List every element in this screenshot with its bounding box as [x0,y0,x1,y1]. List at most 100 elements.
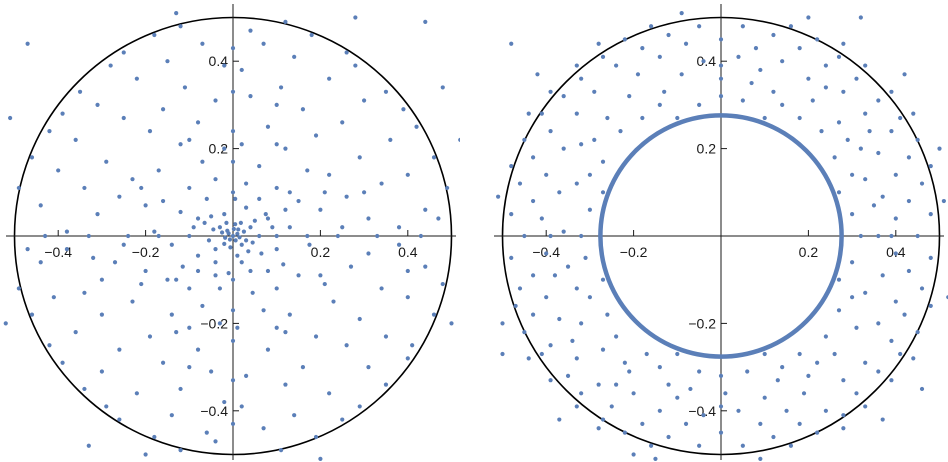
data-point [906,268,912,274]
data-point [147,129,153,134]
data-point [749,80,754,86]
data-point [270,225,275,230]
data-point [423,19,428,24]
data-point [579,391,584,396]
data-point [740,98,745,103]
x-tick-label: 0.2 [311,244,331,260]
data-point [187,137,192,142]
data-point [233,196,238,201]
data-point [771,434,776,440]
data-point [530,198,536,204]
data-point [592,137,597,142]
data-point [357,316,362,322]
data-point [344,50,349,55]
data-point [213,273,218,278]
data-point [64,247,70,252]
data-point [832,155,837,160]
data-point [605,312,610,317]
data-point [548,343,553,348]
data-point [327,76,332,81]
data-point [648,443,654,448]
data-point [561,229,566,234]
data-point [230,421,236,427]
data-point [383,89,389,94]
data-point [230,338,236,343]
data-point [911,111,916,116]
data-point [436,216,441,221]
data-point [823,85,828,90]
data-point [919,181,925,186]
data-point [296,198,301,204]
data-point [248,225,253,230]
data-point [257,233,262,239]
data-point [863,177,868,182]
data-point [657,408,662,413]
data-point [283,146,288,151]
data-point [788,24,794,29]
data-point [592,89,597,94]
data-point [228,245,233,250]
data-point [265,216,271,221]
data-point [405,268,410,274]
data-point [509,255,514,260]
data-point [876,150,881,156]
data-point [889,338,894,343]
data-point [850,295,855,300]
data-point [517,286,523,291]
data-point [530,312,536,317]
data-point [265,347,271,352]
data-point [223,235,228,240]
data-point [579,76,584,81]
data-point [758,421,763,427]
data-point [340,225,345,230]
data-point [283,382,288,387]
data-point [278,448,284,453]
data-point [823,334,828,339]
data-point [718,404,724,409]
data-point [758,67,763,73]
data-point [806,15,811,20]
y-tick-label: −0.4 [200,403,228,419]
data-point [104,404,109,409]
data-point [3,321,8,326]
data-point [697,24,702,29]
data-point [222,399,227,405]
data-point [574,404,579,409]
data-point [679,72,684,77]
data-point [771,89,776,94]
data-point [357,155,362,160]
data-point [121,115,126,121]
data-point [313,434,319,440]
data-point [60,360,65,365]
data-point [889,129,894,134]
data-point [318,207,323,212]
data-point [60,111,65,116]
data-point [244,373,249,378]
data-point [287,190,292,195]
data-point [191,225,196,230]
data-point [600,190,606,195]
data-point [300,365,306,370]
scatter-plot-left: −0.4 −0.2 0.2 0.40.40.2−0.2−0.4 [3,4,460,461]
data-point [187,185,192,191]
data-point [889,233,894,239]
data-point [548,378,553,383]
data-point [322,281,327,287]
data-point [238,220,243,225]
data-point [362,190,367,195]
data-point [552,273,558,278]
data-point [836,54,842,59]
data-point [252,218,257,223]
data-point [152,229,157,234]
data-point [718,373,724,378]
data-point [174,277,179,282]
data-point [222,63,227,68]
data-point [544,172,549,177]
data-point [204,430,209,435]
data-point [500,351,505,357]
data-point [614,382,619,387]
data-point [657,102,662,107]
data-point [134,391,139,396]
data-point [648,24,654,29]
y-tick-label: −0.2 [688,315,716,331]
